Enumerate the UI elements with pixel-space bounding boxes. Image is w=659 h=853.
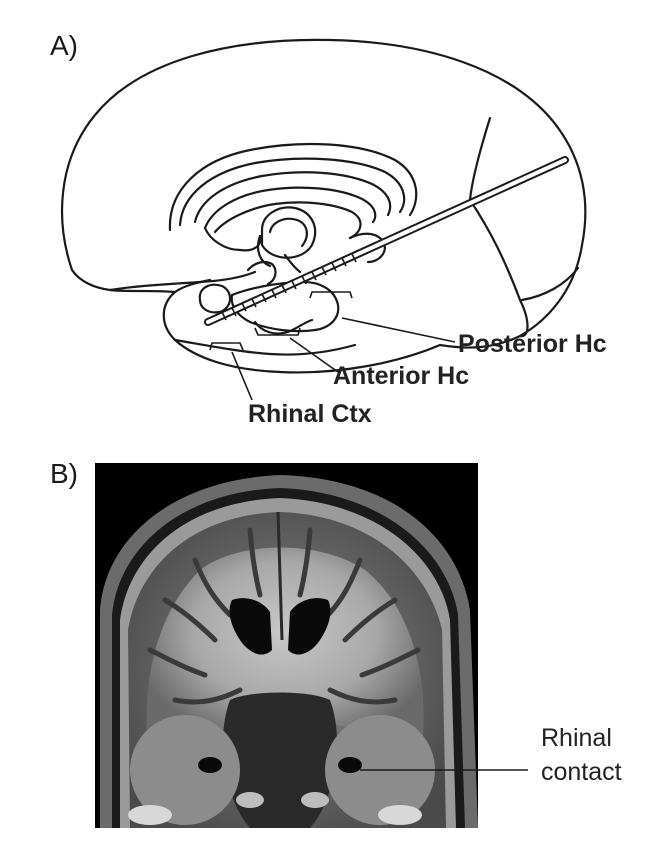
leader-posterior: [341, 317, 456, 343]
bracket-anterior: [254, 327, 301, 336]
temporal-lobe: [173, 278, 357, 356]
panel-b-label: B): [50, 458, 78, 489]
callosum-top: [178, 157, 406, 227]
fornix: [213, 201, 362, 240]
brain-sagittal-diagram: [60, 38, 587, 401]
anterior-hc-curve: [253, 318, 314, 335]
cerebellum-lower: [520, 266, 580, 302]
panel-a-label: A): [50, 30, 78, 61]
rhinal-contact-label-line1: Rhinal: [541, 724, 612, 752]
rhinal-ctx-label: Rhinal Ctx: [248, 400, 372, 428]
posterior-hc-label: Posterior Hc: [458, 330, 607, 358]
brainstem-front: [246, 260, 277, 286]
occipital-notch: [468, 116, 492, 202]
cerebellum-boundary: [468, 198, 529, 338]
anterior-hc-label: Anterior Hc: [333, 362, 470, 390]
midbrain: [256, 234, 302, 274]
bracket-rhinal: [209, 342, 244, 351]
depth-electrode: [204, 156, 569, 326]
septum: [203, 226, 262, 252]
callosum-bottom: [193, 171, 392, 224]
leader-anterior: [289, 337, 339, 373]
amygdala: [198, 283, 232, 314]
leader-rhinal: [231, 351, 253, 401]
cingulate-outer: [168, 142, 418, 232]
thalamus: [260, 206, 317, 259]
bracket-posterior: [309, 291, 353, 299]
cerebrum-outline: [60, 38, 587, 374]
rhinal-contact-label-line2: contact: [541, 758, 622, 786]
callosum-inner: [203, 186, 377, 230]
thalamus-inner: [268, 217, 308, 248]
